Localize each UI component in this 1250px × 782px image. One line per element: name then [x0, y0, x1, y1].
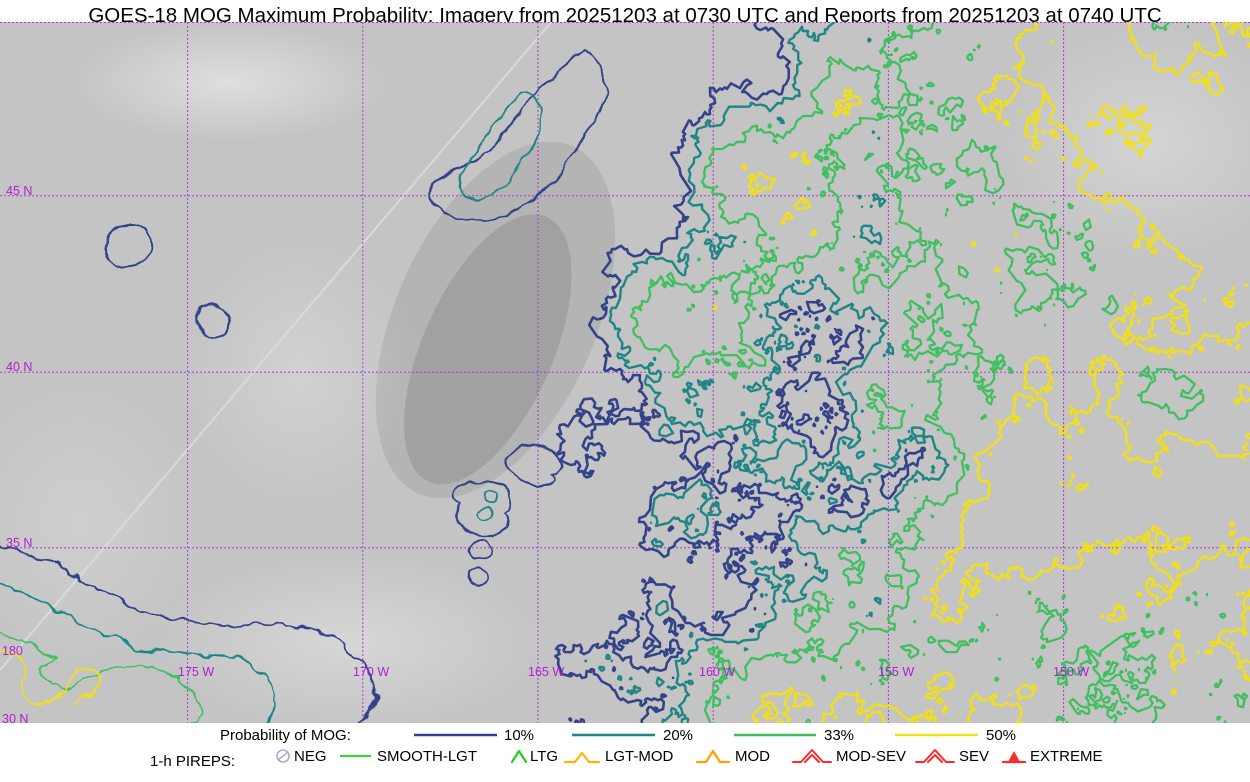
svg-text:NEG: NEG: [294, 748, 327, 765]
svg-text:33%: 33%: [824, 727, 854, 744]
svg-text:1-h PIREPS:: 1-h PIREPS:: [150, 753, 235, 770]
svg-text:SMOOTH-LGT: SMOOTH-LGT: [377, 748, 477, 765]
svg-text:EXTREME: EXTREME: [1030, 748, 1103, 765]
svg-text:LTG: LTG: [530, 748, 558, 765]
svg-text:50%: 50%: [986, 727, 1016, 744]
svg-text:MOD-SEV: MOD-SEV: [836, 748, 906, 765]
svg-text:10%: 10%: [504, 727, 534, 744]
svg-text:LGT-MOD: LGT-MOD: [605, 748, 674, 765]
svg-text:20%: 20%: [663, 727, 693, 744]
svg-text:MOD: MOD: [735, 748, 770, 765]
svg-text:SEV: SEV: [959, 748, 989, 765]
svg-text:Probability of MOG:: Probability of MOG:: [220, 727, 351, 744]
